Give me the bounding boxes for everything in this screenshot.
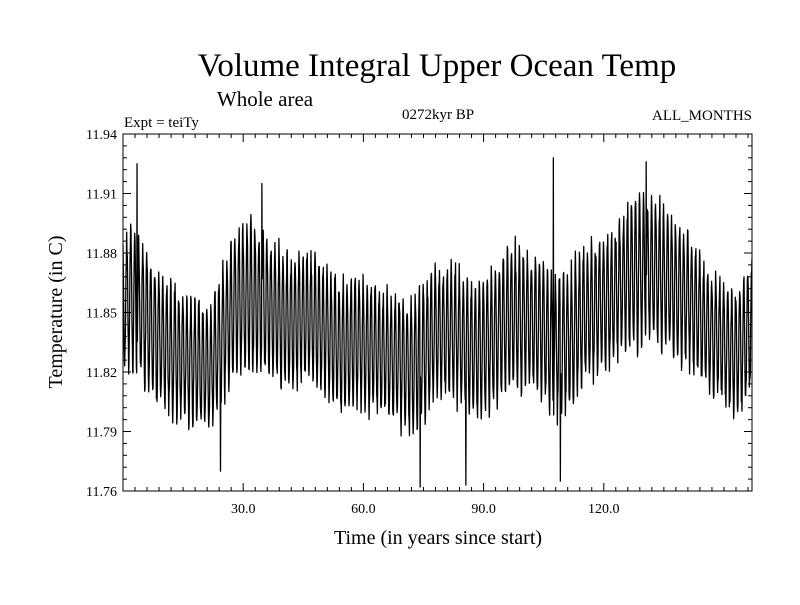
chart-subtitle: Whole area xyxy=(217,87,314,111)
y-tick-label: 11.88 xyxy=(86,247,117,262)
y-tick-label: 11.79 xyxy=(86,426,117,441)
y-axis-ticks: 11.76 11.79 11.82 11.85 11.88 11.91 11.94 xyxy=(86,128,752,500)
x-axis-label: Time (in years since start) xyxy=(334,527,542,549)
experiment-label: Expt = teiTy xyxy=(124,115,199,131)
x-tick-label: 60.0 xyxy=(351,502,376,517)
x-tick-label: 30.0 xyxy=(231,502,256,517)
x-tick-label: 120.0 xyxy=(588,502,620,517)
x-axis-ticks: 30.0 60.0 90.0 120.0 xyxy=(122,134,749,517)
x-tick-label: 90.0 xyxy=(471,502,496,517)
y-tick-label: 11.82 xyxy=(86,366,117,381)
y-axis-label: Temperature (in C) xyxy=(45,236,67,389)
chart-title: Volume Integral Upper Ocean Temp xyxy=(198,48,676,84)
plot-frame xyxy=(122,133,753,492)
series-line-temperature xyxy=(123,157,752,488)
y-tick-label: 11.85 xyxy=(86,307,117,322)
y-tick-label: 11.76 xyxy=(86,485,117,500)
period-label: 0272kyr BP xyxy=(402,107,474,123)
y-tick-label: 11.91 xyxy=(86,188,117,203)
months-label: ALL_MONTHS xyxy=(652,108,752,124)
y-tick-label: 11.94 xyxy=(86,128,117,143)
